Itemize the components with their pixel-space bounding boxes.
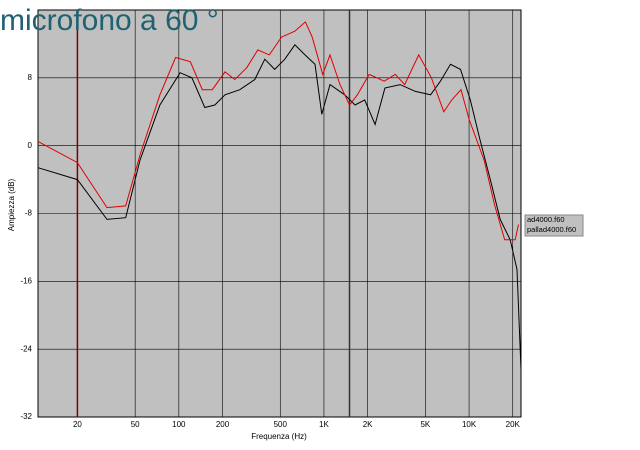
x-tick-label: 10K [462,420,477,429]
y-tick-label: -32 [20,412,32,421]
y-axis-label: Ampiezza (dB) [7,178,16,231]
series-line [37,21,519,241]
x-tick-label: 50 [131,420,140,429]
chart-title: microfono a 60 ° [0,4,219,37]
y-tick-label: 0 [28,141,33,150]
x-tick-label: 500 [274,420,288,429]
x-tick-label: 2K [363,420,373,429]
legend-label: pallad4000.f60 [527,225,576,234]
x-tick-label: 5K [420,420,430,429]
x-axis-label: Frequenza (Hz) [251,432,307,441]
y-tick-label: -8 [25,209,33,218]
series-line [37,44,522,370]
y-tick-label: -16 [20,276,32,285]
x-tick-label: 1K [319,420,329,429]
legend-box [524,214,584,237]
x-tick-label: 200 [216,420,230,429]
legend-label: ad4000.f60 [527,215,565,224]
x-tick-label: 20 [73,420,82,429]
y-tick-label: -24 [20,344,32,353]
x-tick-label: 20K [506,420,521,429]
x-tick-label: 100 [172,420,186,429]
y-tick-label: 8 [28,73,33,82]
